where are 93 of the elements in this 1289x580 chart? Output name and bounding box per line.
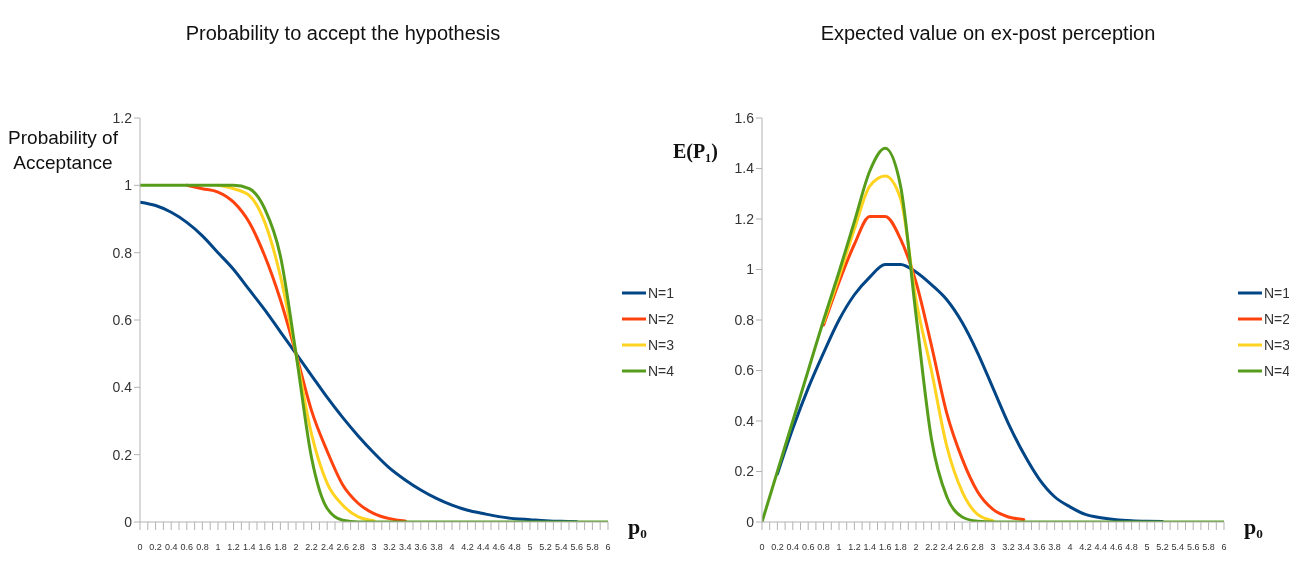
x-axis-title: p₀ xyxy=(1244,514,1263,540)
y-tick-label: 0.2 xyxy=(112,446,133,463)
x-tick-label: 1.2 xyxy=(227,542,240,552)
x-axis-title: p₀ xyxy=(628,514,647,540)
legend-label: N=1 xyxy=(1264,285,1289,301)
x-tick-label: 1 xyxy=(215,542,221,552)
legend-label: N=3 xyxy=(1264,337,1289,353)
chart-title: Probability to accept the hypothesis xyxy=(184,22,502,45)
x-tick-label: 2 xyxy=(293,542,299,552)
x-tick-label: 4.2 xyxy=(1079,542,1092,552)
x-tick-label: 1.4 xyxy=(863,542,877,552)
y-tick-label: 0.2 xyxy=(734,463,755,480)
x-tick-label: 5.6 xyxy=(570,542,584,552)
x-tick-label: 2.6 xyxy=(955,542,969,552)
x-tick-label: 5.4 xyxy=(554,542,568,552)
x-tick-label: 3.4 xyxy=(1017,542,1031,552)
x-tick-label: 4.2 xyxy=(461,542,474,552)
x-tick-label: 2.2 xyxy=(925,542,938,552)
y-tick-label: 1 xyxy=(124,177,133,194)
x-tick-label: 0.6 xyxy=(180,542,194,552)
x-tick-label: 2.4 xyxy=(320,542,334,552)
x-tick-label: 4.8 xyxy=(1125,542,1138,552)
x-tick-label: 0.2 xyxy=(771,542,784,552)
chart-title: Expected value on ex-post perception xyxy=(819,22,1157,45)
x-tick-label: 5.2 xyxy=(539,542,552,552)
x-tick-label: 1.6 xyxy=(258,542,272,552)
x-tick-label: 0.8 xyxy=(817,542,830,552)
x-tick-label: 4.6 xyxy=(492,542,506,552)
x-tick-label: 3 xyxy=(371,542,377,552)
y-tick-label: 0.6 xyxy=(112,311,133,328)
y-tick-label: 1.2 xyxy=(112,109,133,126)
y-tick-label: 0 xyxy=(124,513,133,530)
legend-label: N=3 xyxy=(648,337,675,353)
x-tick-label: 1.8 xyxy=(894,542,907,552)
legend-label: N=1 xyxy=(648,285,675,301)
x-tick-label: 0.6 xyxy=(801,542,815,552)
x-tick-label: 0 xyxy=(759,542,765,552)
x-tick-label: 2 xyxy=(913,542,919,552)
x-tick-label: 4.6 xyxy=(1109,542,1123,552)
x-tick-label: 2.2 xyxy=(305,542,318,552)
y-tick-label: 0.8 xyxy=(734,311,755,328)
x-tick-label: 5.8 xyxy=(586,542,599,552)
x-tick-label: 5.6 xyxy=(1186,542,1200,552)
x-tick-label: 3.2 xyxy=(1002,542,1015,552)
x-tick-label: 3.8 xyxy=(1048,542,1061,552)
x-tick-label: 0.8 xyxy=(196,542,209,552)
x-tick-label: 3.4 xyxy=(398,542,412,552)
x-tick-label: 3.2 xyxy=(383,542,396,552)
x-tick-label: 1.4 xyxy=(242,542,256,552)
x-tick-label: 1.8 xyxy=(274,542,287,552)
x-tick-label: 3 xyxy=(990,542,996,552)
x-tick-label: 5 xyxy=(1144,542,1150,552)
legend-label: N=4 xyxy=(1264,363,1289,379)
y-tick-label: 0.8 xyxy=(112,244,133,261)
y-tick-label: 0 xyxy=(746,513,755,530)
y-tick-label: 1.6 xyxy=(734,109,755,126)
x-tick-label: 5 xyxy=(527,542,533,552)
x-tick-label: 3.6 xyxy=(414,542,428,552)
x-tick-label: 4.4 xyxy=(476,542,490,552)
x-tick-label: 6 xyxy=(1221,542,1227,552)
y-tick-label: 1.2 xyxy=(734,210,755,227)
y-tick-label: 1 xyxy=(746,261,755,278)
x-tick-label: 3.8 xyxy=(430,542,443,552)
x-tick-label: 5.4 xyxy=(1171,542,1185,552)
x-tick-label: 2.4 xyxy=(940,542,954,552)
x-tick-label: 4 xyxy=(449,542,455,552)
y-axis-title: Probability of Acceptance xyxy=(8,126,118,175)
x-tick-label: 1.6 xyxy=(878,542,892,552)
y-tick-label: 0.6 xyxy=(734,362,755,379)
x-tick-label: 5.8 xyxy=(1202,542,1215,552)
x-tick-label: 2.8 xyxy=(352,542,365,552)
x-tick-label: 6 xyxy=(605,542,611,552)
x-tick-label: 1 xyxy=(836,542,842,552)
x-tick-label: 5.2 xyxy=(1156,542,1169,552)
x-tick-label: 0.4 xyxy=(164,542,178,552)
y-axis-title: E(P₁) xyxy=(673,140,718,162)
y-tick-label: 0.4 xyxy=(112,379,133,396)
x-tick-label: 1.2 xyxy=(848,542,861,552)
legend-label: N=2 xyxy=(648,311,675,327)
y-tick-label: 0.4 xyxy=(734,412,755,429)
legend-label: N=4 xyxy=(648,363,675,379)
x-tick-label: 3.6 xyxy=(1032,542,1046,552)
legend-label: N=2 xyxy=(1264,311,1289,327)
x-tick-label: 2.6 xyxy=(336,542,350,552)
x-tick-label: 4.8 xyxy=(508,542,521,552)
x-tick-label: 0.2 xyxy=(149,542,162,552)
x-tick-label: 0 xyxy=(137,542,143,552)
x-tick-label: 0.4 xyxy=(786,542,800,552)
y-tick-label: 1.4 xyxy=(734,160,755,177)
x-tick-label: 4 xyxy=(1067,542,1073,552)
x-tick-label: 4.4 xyxy=(1094,542,1108,552)
line-series xyxy=(775,262,1164,522)
x-tick-label: 2.8 xyxy=(971,542,984,552)
